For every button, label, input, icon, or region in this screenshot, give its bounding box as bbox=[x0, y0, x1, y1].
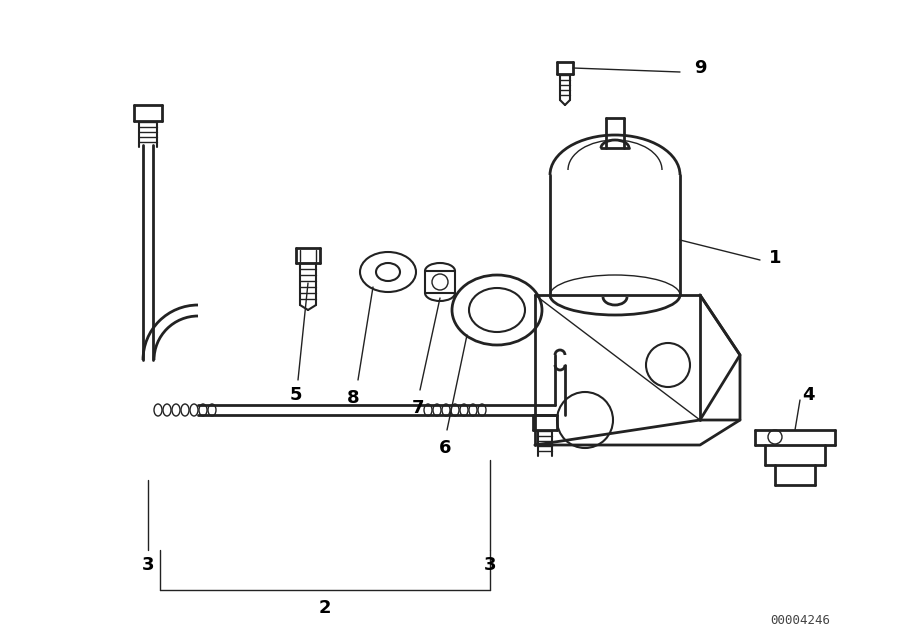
Text: 6: 6 bbox=[439, 439, 451, 457]
Text: 2: 2 bbox=[319, 599, 331, 617]
Text: 00004246: 00004246 bbox=[770, 613, 830, 627]
Text: 7: 7 bbox=[412, 399, 424, 417]
Text: 4: 4 bbox=[802, 386, 814, 404]
Text: 1: 1 bbox=[769, 249, 781, 267]
Text: 9: 9 bbox=[694, 59, 706, 77]
Text: 3: 3 bbox=[142, 556, 154, 574]
Text: 5: 5 bbox=[290, 386, 302, 404]
Text: 8: 8 bbox=[346, 389, 359, 407]
Text: 3: 3 bbox=[484, 556, 496, 574]
